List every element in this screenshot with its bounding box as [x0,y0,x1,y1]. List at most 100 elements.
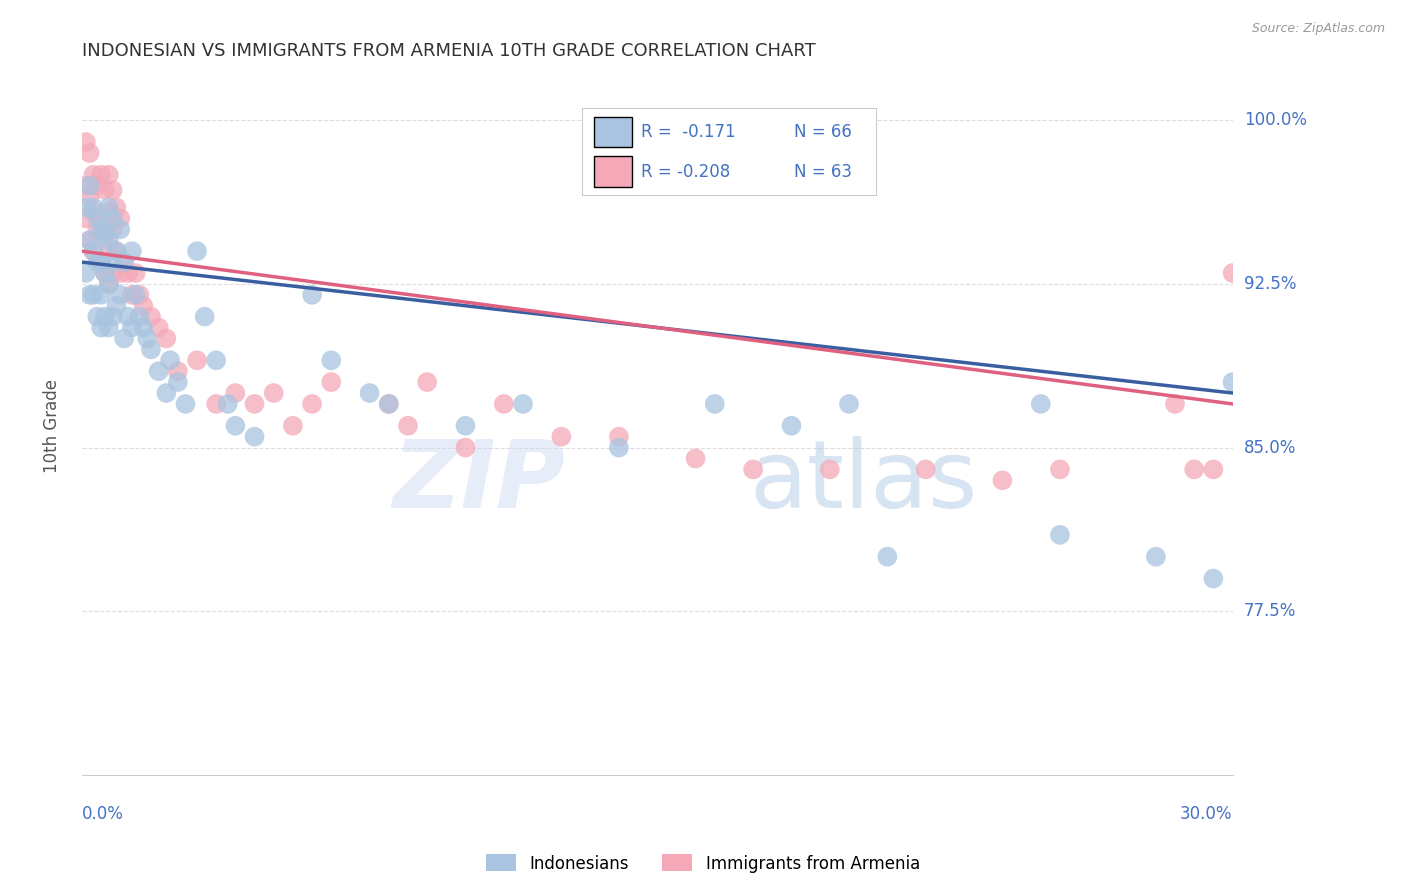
Point [838,397,860,411]
Point [132,299,155,313]
Point [112,255,135,269]
Point [550,430,572,444]
Point [117,310,139,324]
Point [742,462,765,476]
Point [94,222,117,236]
Point [166,375,188,389]
Point [1222,266,1244,280]
Point [90,168,112,182]
Point [86,211,108,226]
Point [378,397,401,411]
Point [301,397,323,411]
Point [454,418,477,433]
Point [105,201,128,215]
Point [396,418,419,433]
Point [82,201,104,215]
Point [86,310,108,324]
Point [79,189,101,203]
Text: 0.0%: 0.0% [82,805,124,823]
Point [117,266,139,280]
Point [82,168,104,182]
Point [217,397,239,411]
Point [101,255,124,269]
Point [79,178,101,193]
Point [194,310,217,324]
Point [105,244,128,259]
Text: INDONESIAN VS IMMIGRANTS FROM ARMENIA 10TH GRADE CORRELATION CHART: INDONESIAN VS IMMIGRANTS FROM ARMENIA 10… [82,42,815,60]
Point [155,331,177,345]
Point [1164,397,1187,411]
Point [110,211,132,226]
Point [112,331,135,345]
Text: 100.0%: 100.0% [1244,112,1306,129]
Point [186,244,208,259]
Point [86,222,108,236]
Point [1202,572,1225,586]
Point [186,353,208,368]
Point [94,310,117,324]
Point [991,473,1014,487]
Point [159,353,181,368]
Point [90,288,112,302]
Text: 77.5%: 77.5% [1244,602,1296,620]
Point [94,266,117,280]
Point [79,145,101,160]
Point [780,418,803,433]
Point [105,299,128,313]
Point [301,288,323,302]
Point [82,244,104,259]
Point [121,288,143,302]
Point [121,244,143,259]
Point [148,364,170,378]
Point [90,211,112,226]
Point [148,320,170,334]
Point [101,211,124,226]
Point [105,244,128,259]
Text: 85.0%: 85.0% [1244,439,1296,457]
Point [1049,462,1071,476]
Point [174,397,197,411]
Point [205,353,228,368]
Point [378,397,401,411]
Point [101,266,124,280]
Point [1202,462,1225,476]
Point [139,343,162,357]
Point [321,353,343,368]
Text: atlas: atlas [749,435,977,528]
Point [75,266,97,280]
Point [75,135,97,149]
Point [79,233,101,247]
Point [97,205,120,219]
Legend: Indonesians, Immigrants from Armenia: Indonesians, Immigrants from Armenia [479,847,927,880]
Point [97,277,120,291]
Point [166,364,188,378]
Point [97,233,120,247]
Point [139,310,162,324]
Text: ZIP: ZIP [392,435,565,528]
Point [75,178,97,193]
Point [90,320,112,334]
Point [454,441,477,455]
Point [110,288,132,302]
Point [1049,528,1071,542]
Point [124,288,146,302]
Point [416,375,439,389]
Point [1222,375,1244,389]
Point [155,386,177,401]
Point [243,430,266,444]
Point [97,168,120,182]
Point [86,255,108,269]
Point [1144,549,1167,564]
Point [607,430,630,444]
Point [82,288,104,302]
Point [90,255,112,269]
Point [75,211,97,226]
Point [82,244,104,259]
Point [205,397,228,411]
Text: 92.5%: 92.5% [1244,275,1296,293]
Point [124,266,146,280]
Point [94,227,117,241]
Point [243,397,266,411]
Point [90,255,112,269]
Point [492,397,515,411]
